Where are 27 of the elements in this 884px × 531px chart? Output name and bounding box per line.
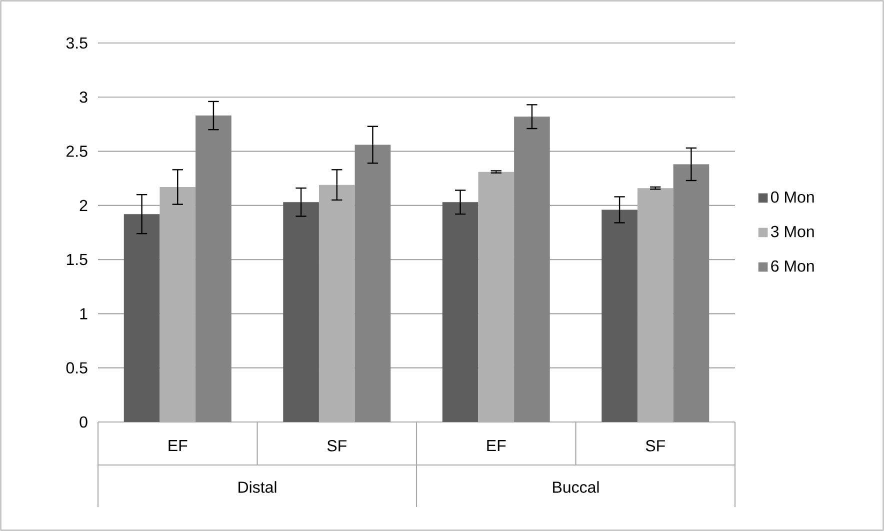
y-tick-label: 1 [80,308,88,320]
y-tick-label: 2 [80,200,88,212]
bar [514,116,550,422]
y-tick-label: 2.5 [66,146,88,157]
y-tick-label: 0 [80,416,88,428]
x-tick-label: SF [646,440,665,452]
legend-label: 0 Mon [771,191,814,203]
legend-label: 6 Mon [771,260,814,272]
y-tick-label: 1.5 [66,254,88,266]
bar [478,172,514,422]
bar [124,214,160,422]
y-tick-label: 3.5 [66,37,88,49]
bar [283,202,319,422]
x-tick-label: EF [168,440,188,452]
bar [442,202,478,422]
y-tick-label: 0.5 [66,362,88,374]
bar [196,116,232,422]
x-tick-label: EF [487,440,506,452]
bar [354,144,391,422]
bar [318,184,355,422]
text: Buccal [553,481,599,493]
legend-label: 3 Mon [770,226,814,238]
bar [673,164,710,422]
text: Distal [238,481,276,493]
y-tick-label: 3 [80,91,88,103]
bar [602,210,638,422]
x-tick-label: SF [327,440,346,452]
